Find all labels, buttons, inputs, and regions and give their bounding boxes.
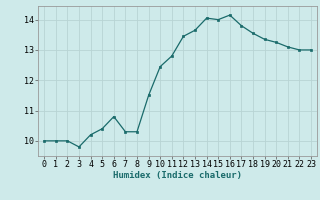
X-axis label: Humidex (Indice chaleur): Humidex (Indice chaleur): [113, 171, 242, 180]
